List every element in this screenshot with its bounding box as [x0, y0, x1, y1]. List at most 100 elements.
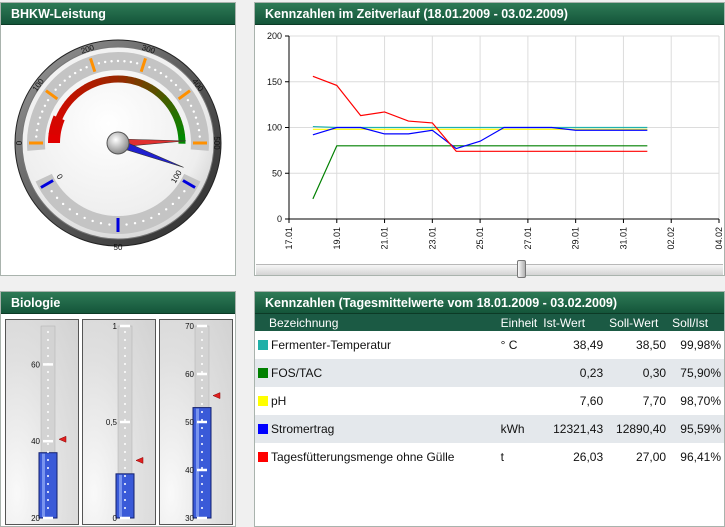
outer-minor-tick	[43, 104, 47, 107]
x-tick-label: 02.02	[666, 227, 676, 250]
table-row[interactable]: Stromertrag kWh 12321,43 12890,40 95,59%	[255, 415, 724, 443]
x-tick-label: 17.01	[284, 227, 294, 250]
color-arc-segment	[117, 75, 128, 84]
tank-dot	[47, 491, 49, 493]
tank-scale-label: 30	[185, 514, 194, 523]
table-row[interactable]: FOS/TAC 0,23 0,30 75,90%	[255, 359, 724, 387]
tank-scale-label: 60	[185, 370, 194, 379]
inner-minor-tick	[157, 212, 161, 216]
inner-minor-tick	[150, 216, 153, 220]
timeline-scrollbar-thumb[interactable]	[517, 260, 526, 278]
timeline-chart: 17.01 19.01 21.01 23.01 25.01 27.01 29.01 31.01…	[267, 31, 724, 250]
tank-dot	[47, 507, 49, 509]
timeline-scrollbar[interactable]	[256, 260, 723, 278]
tank-dot	[47, 483, 49, 485]
tank-dot	[124, 355, 126, 357]
column-header-soll-wert[interactable]: Soll-Wert	[606, 314, 670, 331]
color-arc-segment	[177, 134, 186, 144]
tank-dot	[124, 507, 126, 509]
tank-dot	[124, 499, 126, 501]
tank-dot	[201, 411, 203, 413]
outer-minor-tick	[38, 116, 42, 119]
row-label: FOS/TAC	[255, 359, 498, 387]
outer-minor-tick	[198, 135, 201, 138]
color-arc-segment	[160, 95, 172, 107]
outer-minor-tick	[37, 122, 40, 126]
color-arc-segment	[100, 75, 111, 85]
tank-dot	[124, 491, 126, 493]
tank-dot	[201, 507, 203, 509]
outer-minor-tick	[79, 68, 82, 72]
tank-gauge-fermenter-temperature: 60 40 20	[5, 319, 79, 525]
bhkw-panel-title: BHKW-Leistung	[1, 3, 235, 25]
tank-dot	[124, 363, 126, 365]
outer-minor-tick	[179, 88, 182, 91]
tank-dot	[201, 331, 203, 333]
tank-dot	[124, 403, 126, 405]
row-name: pH	[271, 394, 287, 408]
table-row[interactable]: pH 7,60 7,70 98,70%	[255, 387, 724, 415]
tank-dot	[124, 459, 126, 461]
column-header-bezeichnung[interactable]: Bezeichnung	[255, 314, 498, 331]
tank-dot	[201, 419, 203, 421]
tank-level-highlight	[119, 474, 122, 517]
column-header-einheit[interactable]: Einheit	[497, 314, 541, 331]
tank-scale-label: 40	[185, 466, 194, 475]
column-header-soll-ist[interactable]: Soll/Ist	[669, 314, 724, 331]
tank-scale-label: 60	[31, 360, 40, 369]
gauge-inner-label: 50	[114, 243, 123, 252]
tank-scale-label: 20	[31, 514, 40, 523]
row-label: Fermenter-Temperatur	[255, 331, 498, 359]
outer-minor-tick	[41, 110, 44, 113]
inner-minor-tick	[183, 189, 186, 193]
outer-minor-tick	[148, 66, 151, 69]
tank-dot	[201, 483, 203, 485]
inner-major-tick	[182, 179, 196, 189]
table-row[interactable]: Tagesfütterungsmenge ohne Gülle t 26,03 …	[255, 443, 724, 471]
outer-minor-tick	[164, 75, 168, 78]
color-arc-segment	[59, 101, 71, 113]
row-ratio: 99,98%	[680, 338, 721, 352]
color-swatch	[258, 340, 268, 350]
tank-level-fill	[115, 473, 135, 519]
outer-minor-tick	[85, 66, 88, 69]
row-soll-value: 7,70	[642, 394, 667, 408]
tank-dot	[47, 355, 49, 357]
tank-dot	[47, 339, 49, 341]
row-ist-value: 0,23	[540, 359, 607, 387]
x-tick-label: 23.01	[427, 227, 437, 250]
column-header-ist-wert[interactable]: Ist-Wert	[540, 314, 607, 331]
gauge-outer-label: 500	[212, 136, 221, 150]
row-soll-value: 27,00	[636, 450, 667, 464]
row-soll-value: 12890,40	[606, 415, 670, 443]
kpi-table: Bezeichnung Einheit Ist-Wert Soll-Wert S…	[255, 314, 724, 471]
color-arc-segment	[109, 75, 119, 84]
tank-dot	[124, 387, 126, 389]
tank-dot	[124, 411, 126, 413]
tank-dot	[201, 499, 203, 501]
series-line-0	[312, 125, 648, 129]
y-tick-label: 100	[267, 123, 282, 133]
tank-gauge-fos-tac: 1 0,5 0	[82, 319, 156, 525]
outer-minor-tick	[196, 122, 199, 126]
outer-major-tick	[177, 89, 191, 101]
inner-minor-tick	[133, 222, 137, 225]
table-row[interactable]: Fermenter-Temperatur ° C 38,49 38,50 99,…	[255, 331, 724, 359]
row-ist-value: 12321,43	[540, 415, 607, 443]
outer-minor-tick	[116, 59, 120, 63]
row-ist-value: 38,49	[573, 338, 604, 352]
color-swatch	[258, 452, 268, 462]
tank-dot	[124, 475, 126, 477]
tank-gauge-graphic: 10,50	[106, 322, 144, 523]
tank-dot	[124, 379, 126, 381]
tank-dot	[47, 459, 49, 461]
outer-minor-tick	[123, 60, 126, 63]
outer-minor-tick	[103, 60, 107, 64]
row-label: Stromertrag	[255, 415, 498, 443]
tank-dot	[124, 419, 126, 421]
tank-dot	[201, 339, 203, 341]
tank-dot	[47, 427, 49, 429]
tank-gauge-ph: 70 60 50 40 30	[159, 319, 233, 525]
